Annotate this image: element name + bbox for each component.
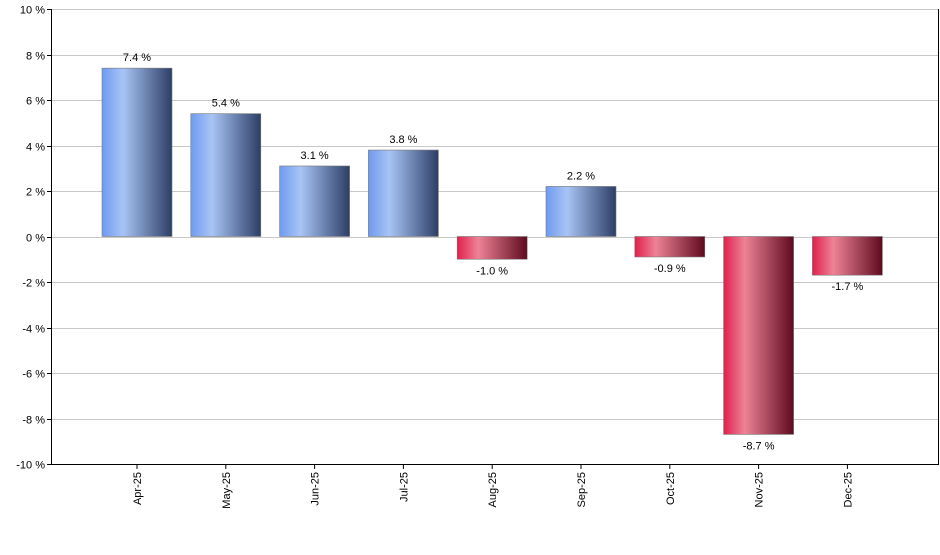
- x-tick-label: Sep-25: [576, 472, 588, 507]
- y-tick-label: 10 %: [20, 5, 45, 17]
- y-tick-label: -8 %: [22, 415, 45, 427]
- data-label: 3.1 %: [301, 150, 329, 162]
- x-tick-label: Nov-25: [754, 472, 766, 507]
- bar-May-25: [190, 113, 262, 237]
- bar-Sep-25: [545, 186, 617, 237]
- y-tick-label: -2 %: [22, 278, 45, 290]
- data-label: 5.4 %: [212, 98, 240, 110]
- y-tick-label: -10 %: [16, 460, 45, 472]
- x-tick-label: May-25: [221, 472, 233, 509]
- bar-Apr-25: [101, 67, 173, 237]
- bar-Dec-25: [812, 236, 883, 276]
- data-label: -1.7 %: [832, 281, 864, 293]
- x-tick-label: Apr-25: [132, 472, 144, 505]
- y-tick-label: 2 %: [26, 187, 45, 199]
- data-label: -1.0 %: [476, 265, 508, 277]
- x-tick-label: Dec-25: [842, 472, 854, 507]
- x-tick-label: Jun-25: [310, 472, 322, 506]
- bar-Nov-25: [723, 236, 794, 435]
- x-tick-label: Jul-25: [398, 472, 410, 502]
- x-tick-label: Aug-25: [487, 472, 499, 507]
- data-label: 2.2 %: [567, 170, 595, 182]
- bar-Aug-25: [456, 236, 528, 260]
- bar-Jul-25: [368, 149, 439, 237]
- data-label: 7.4 %: [123, 52, 151, 64]
- y-tick-label: 6 %: [26, 96, 45, 108]
- x-tick-label: Oct-25: [665, 472, 677, 505]
- y-tick-label: 4 %: [26, 142, 45, 154]
- data-label: -8.7 %: [743, 440, 775, 452]
- data-label: 3.8 %: [389, 134, 417, 146]
- y-tick-label: -6 %: [22, 369, 45, 381]
- data-label: -0.9 %: [654, 263, 686, 275]
- y-tick-label: 0 %: [26, 233, 45, 245]
- y-tick-label: -4 %: [22, 324, 45, 336]
- bar-Oct-25: [634, 236, 706, 258]
- bar-Jun-25: [279, 165, 350, 237]
- y-tick-label: 8 %: [26, 51, 45, 63]
